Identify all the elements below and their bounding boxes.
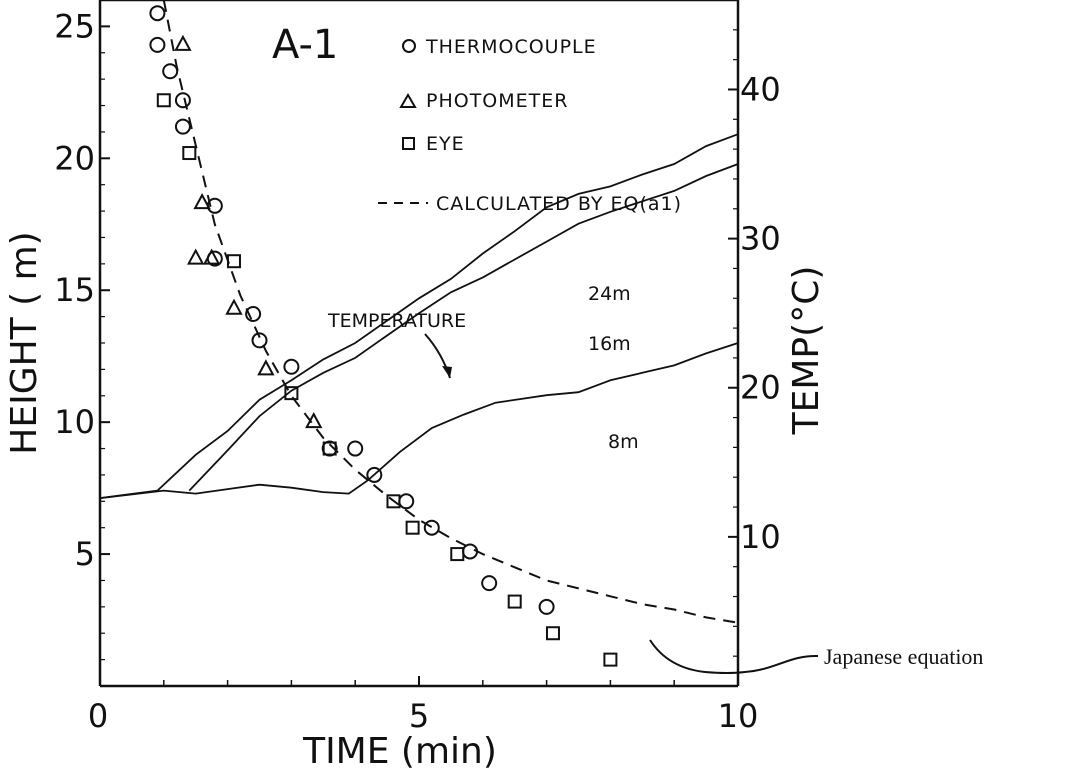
y-tick-label: 25 [54, 7, 95, 45]
thermocouple-point [174, 118, 191, 135]
thermocouple-point [149, 5, 166, 22]
thermocouple-point [366, 466, 383, 483]
curve-label-8m: 8m [608, 431, 639, 453]
temperature-line-24m [99, 133, 739, 499]
panel-label: A-1 [272, 22, 338, 68]
eye-point [603, 652, 618, 667]
eye-point [386, 494, 401, 509]
legend-label-thermocouple: THERMOCOUPLE [425, 36, 597, 58]
photometer-point [193, 193, 211, 210]
eye-point [226, 254, 241, 269]
thermocouple-point [423, 519, 440, 536]
eye-point [507, 594, 522, 609]
legend-label-calculated: CALCULATED BY EQ(a1) [436, 193, 682, 215]
y2-tick-label: 20 [740, 369, 781, 407]
thermocouple-point [462, 543, 479, 560]
eye-point [182, 146, 197, 161]
thermocouple-point [538, 598, 555, 615]
x-tick-label: 0 [88, 697, 108, 735]
curve-label-24m: 24m [588, 283, 631, 305]
legend-label-photometer: PHOTOMETER [426, 90, 568, 112]
thermocouple-point [174, 92, 191, 109]
legend-square-marker [402, 137, 415, 150]
photometer-point [305, 412, 323, 429]
x-tick-label: 10 [718, 697, 759, 735]
photometer-point [257, 359, 275, 376]
y2-tick-label: 30 [740, 220, 781, 258]
thermocouple-point [481, 575, 498, 592]
y-tick-label: 10 [54, 403, 95, 441]
y-tick-label: 5 [75, 535, 95, 573]
annotation-japanese-equation: Japanese equation [824, 644, 983, 669]
legend-circle-marker [402, 39, 416, 53]
thermocouple-point [347, 440, 364, 457]
temperature-arrowhead [442, 366, 452, 378]
chart-axes [98, 0, 740, 688]
thermocouple-point [251, 332, 268, 349]
y-tick-label: 15 [54, 271, 95, 309]
y-axis-title: HEIGHT ( m) [4, 231, 45, 454]
y-tick-label: 20 [54, 139, 95, 177]
eye-point [545, 626, 560, 641]
photometer-point [225, 298, 243, 315]
data-markers [149, 5, 618, 667]
calculated-line [162, 0, 739, 624]
eye-point [322, 441, 337, 456]
y2-tick-label: 40 [740, 70, 781, 108]
eye-point [450, 547, 465, 562]
legend-triangle-marker [399, 93, 417, 108]
legend: THERMOCOUPLE PHOTOMETER EYE CALCULATED B… [378, 36, 682, 215]
thermocouple-point [149, 36, 166, 53]
x-tick-label: 5 [409, 697, 429, 735]
thermocouple-point [283, 358, 300, 375]
axis-ticks: 0 5 10 5 10 15 20 25 10 20 30 40 [54, 7, 780, 735]
eye-point [405, 520, 420, 535]
curve-label-16m: 16m [588, 333, 631, 355]
photometer-point [202, 248, 221, 265]
thermocouple-point [162, 63, 179, 80]
thermocouple-point [398, 493, 415, 510]
temperature-line-8m [99, 342, 739, 499]
y2-tick-label: 10 [740, 518, 781, 556]
legend-label-eye: EYE [426, 133, 465, 155]
annotation-leader-line [649, 639, 819, 674]
eye-point [284, 386, 299, 401]
eye-point [156, 93, 171, 108]
x-axis-title: TIME (min) [302, 731, 497, 772]
y2-axis-title: TEMP(°C) [786, 266, 827, 436]
thermocouple-point [245, 305, 262, 322]
calculated-curve [162, 0, 739, 624]
temperature-label: TEMPERATURE [327, 310, 466, 332]
photometer-point [187, 248, 205, 265]
photometer-point [174, 34, 192, 51]
